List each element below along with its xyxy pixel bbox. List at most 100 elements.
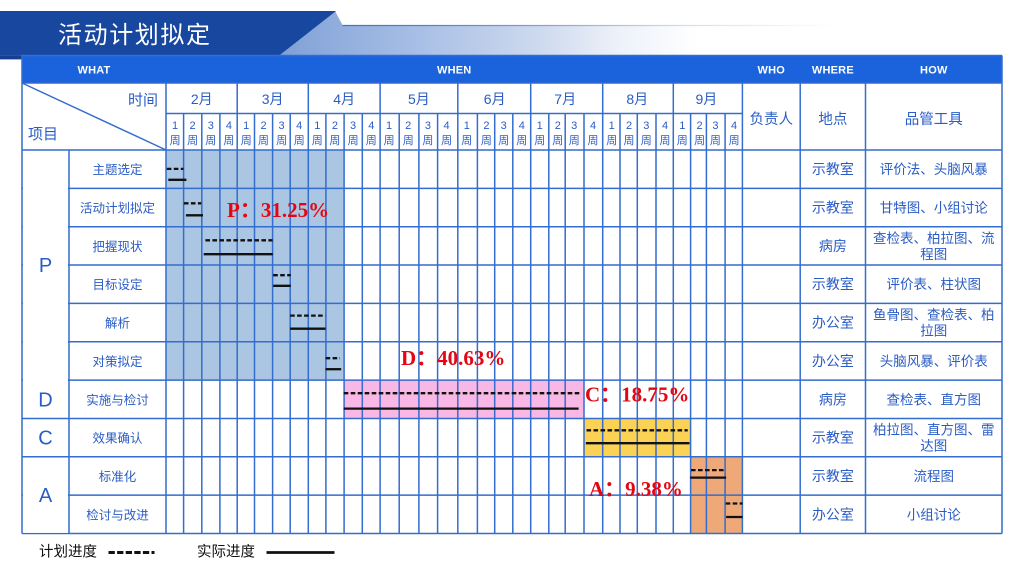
- svg-text:评价法、头脑风暴: 评价法、头脑风暴: [880, 162, 988, 177]
- svg-text:9月: 9月: [696, 91, 718, 107]
- svg-text:1: 1: [314, 120, 320, 132]
- svg-text:1: 1: [537, 120, 543, 132]
- svg-text:项目: 项目: [28, 126, 58, 143]
- svg-text:周: 周: [606, 134, 617, 147]
- svg-text:周: 周: [312, 134, 323, 147]
- svg-text:周: 周: [384, 134, 395, 147]
- svg-text:时间: 时间: [128, 92, 158, 109]
- svg-text:头脑风暴、评价表: 头脑风暴、评价表: [880, 354, 988, 369]
- svg-text:4: 4: [226, 120, 232, 132]
- svg-text:A：9.38%: A：9.38%: [589, 477, 683, 501]
- svg-text:P：31.25%: P：31.25%: [227, 198, 329, 222]
- svg-text:计划进度: 计划进度: [39, 544, 97, 561]
- svg-text:鱼骨图、查检表、柏: 鱼骨图、查检表、柏: [873, 307, 995, 323]
- svg-text:WHO: WHO: [758, 65, 786, 77]
- svg-text:周: 周: [258, 134, 269, 147]
- svg-text:1: 1: [679, 120, 685, 132]
- svg-text:4: 4: [296, 120, 302, 132]
- svg-text:周: 周: [516, 134, 527, 147]
- svg-text:1: 1: [172, 120, 178, 132]
- svg-text:3: 3: [425, 120, 431, 132]
- svg-text:4: 4: [444, 120, 450, 132]
- svg-text:周: 周: [241, 134, 252, 147]
- svg-text:3: 3: [571, 120, 577, 132]
- svg-text:办公室: 办公室: [812, 315, 854, 331]
- svg-text:周: 周: [366, 134, 377, 147]
- svg-text:2: 2: [332, 120, 338, 132]
- svg-text:3: 3: [643, 120, 649, 132]
- svg-text:C：18.75%: C：18.75%: [585, 383, 689, 407]
- svg-text:3: 3: [350, 120, 356, 132]
- svg-text:4: 4: [519, 120, 525, 132]
- svg-text:小组讨论: 小组讨论: [907, 507, 961, 522]
- svg-text:甘特图、小组讨论: 甘特图、小组讨论: [880, 201, 988, 216]
- svg-text:3月: 3月: [262, 91, 284, 107]
- svg-text:2: 2: [190, 120, 196, 132]
- svg-text:病房: 病房: [819, 238, 847, 254]
- svg-text:活动计划拟定: 活动计划拟定: [58, 22, 212, 49]
- svg-text:示教室: 示教室: [812, 276, 854, 292]
- svg-text:1: 1: [609, 120, 615, 132]
- svg-text:周: 周: [677, 134, 688, 147]
- svg-text:周: 周: [294, 134, 305, 147]
- svg-text:A: A: [39, 485, 53, 507]
- svg-text:周: 周: [588, 134, 599, 147]
- svg-text:1: 1: [464, 120, 470, 132]
- svg-text:检讨与改进: 检讨与改进: [86, 507, 149, 522]
- svg-text:C: C: [38, 428, 52, 450]
- svg-text:4: 4: [731, 120, 737, 132]
- svg-text:周: 周: [223, 134, 234, 147]
- svg-text:P: P: [39, 255, 52, 277]
- svg-text:周: 周: [552, 134, 563, 147]
- svg-text:标准化: 标准化: [99, 470, 137, 484]
- svg-text:3: 3: [208, 120, 214, 132]
- svg-text:周: 周: [534, 134, 545, 147]
- svg-text:周: 周: [170, 134, 181, 147]
- svg-text:5月: 5月: [408, 91, 430, 107]
- svg-text:达图: 达图: [920, 439, 947, 454]
- svg-text:2: 2: [555, 120, 561, 132]
- svg-text:D：40.63%: D：40.63%: [401, 346, 505, 370]
- svg-text:周: 周: [694, 134, 705, 147]
- svg-text:2: 2: [626, 120, 632, 132]
- svg-text:示教室: 示教室: [812, 468, 854, 484]
- svg-text:D: D: [38, 389, 52, 411]
- svg-text:目标设定: 目标设定: [92, 277, 142, 292]
- svg-text:周: 周: [329, 134, 340, 147]
- svg-text:2: 2: [697, 120, 703, 132]
- svg-text:WHAT: WHAT: [78, 65, 111, 77]
- svg-text:周: 周: [441, 134, 452, 147]
- svg-text:示教室: 示教室: [812, 200, 854, 216]
- svg-text:柏拉图、直方图、雷: 柏拉图、直方图、雷: [873, 423, 995, 438]
- svg-text:周: 周: [461, 134, 472, 147]
- svg-text:2月: 2月: [191, 91, 213, 107]
- svg-text:查检表、柏拉图、流: 查检表、柏拉图、流: [873, 231, 995, 246]
- svg-text:办公室: 办公室: [812, 506, 854, 522]
- svg-text:活动计划拟定: 活动计划拟定: [80, 201, 155, 216]
- svg-text:2: 2: [405, 120, 411, 132]
- svg-text:周: 周: [403, 134, 414, 147]
- svg-text:4: 4: [590, 120, 596, 132]
- svg-text:主题选定: 主题选定: [92, 162, 142, 177]
- svg-text:评价表、柱状图: 评价表、柱状图: [887, 277, 982, 292]
- svg-text:周: 周: [276, 134, 287, 147]
- svg-text:负责人: 负责人: [750, 111, 794, 128]
- svg-text:7月: 7月: [554, 91, 576, 107]
- svg-text:2: 2: [260, 120, 266, 132]
- svg-text:周: 周: [729, 134, 740, 147]
- svg-text:HOW: HOW: [920, 65, 948, 77]
- svg-text:6月: 6月: [484, 91, 506, 107]
- svg-text:周: 周: [205, 134, 216, 147]
- svg-text:周: 周: [641, 134, 652, 147]
- svg-text:周: 周: [624, 134, 635, 147]
- svg-text:办公室: 办公室: [812, 353, 854, 369]
- svg-text:对策拟定: 对策拟定: [92, 354, 142, 369]
- svg-text:周: 周: [348, 134, 359, 147]
- svg-text:周: 周: [422, 134, 433, 147]
- svg-text:周: 周: [710, 134, 721, 147]
- svg-text:周: 周: [660, 134, 671, 147]
- svg-text:3: 3: [501, 120, 507, 132]
- svg-text:4: 4: [662, 120, 668, 132]
- svg-text:病房: 病房: [819, 391, 847, 407]
- svg-text:1: 1: [386, 120, 392, 132]
